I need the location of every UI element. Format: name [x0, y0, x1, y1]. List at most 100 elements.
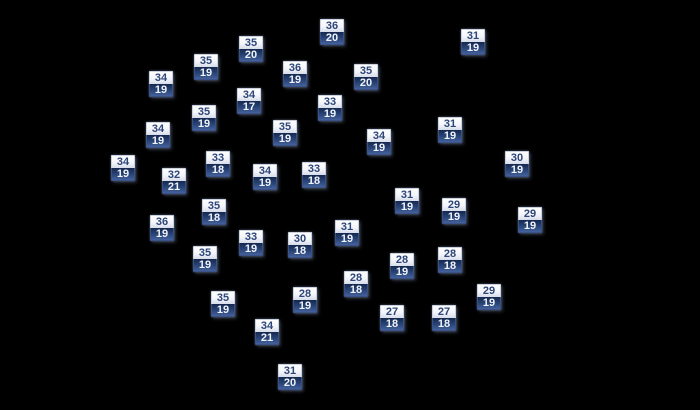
- high-temp-value: 30: [288, 232, 312, 245]
- high-temp-value: 34: [367, 129, 391, 142]
- low-temp-value: 20: [320, 32, 344, 45]
- temperature-label[interactable]: 31 19: [438, 117, 462, 143]
- temperature-label[interactable]: 31 19: [395, 188, 419, 214]
- high-temp-value: 35: [211, 291, 235, 304]
- temperature-label[interactable]: 36 19: [150, 215, 174, 241]
- high-temp-value: 36: [320, 19, 344, 32]
- low-temp-value: 19: [253, 177, 277, 190]
- temperature-label[interactable]: 30 18: [288, 232, 312, 258]
- temperature-label[interactable]: 28 18: [344, 271, 368, 297]
- high-temp-value: 28: [438, 247, 462, 260]
- high-temp-value: 35: [239, 36, 263, 49]
- high-temp-value: 34: [149, 71, 173, 84]
- low-temp-value: 18: [302, 175, 326, 188]
- temperature-label[interactable]: 35 19: [193, 246, 217, 272]
- low-temp-value: 18: [202, 212, 226, 225]
- high-temp-value: 27: [432, 305, 456, 318]
- high-temp-value: 35: [192, 105, 216, 118]
- temperature-label[interactable]: 33 19: [318, 95, 342, 121]
- low-temp-value: 19: [273, 133, 297, 146]
- temperature-label[interactable]: 33 18: [302, 162, 326, 188]
- temperature-label[interactable]: 29 19: [442, 198, 466, 224]
- low-temp-value: 18: [438, 260, 462, 273]
- temperature-label[interactable]: 30 19: [505, 151, 529, 177]
- low-temp-value: 19: [194, 67, 218, 80]
- low-temp-value: 21: [162, 181, 186, 194]
- temperature-label[interactable]: 35 19: [211, 291, 235, 317]
- temperature-label[interactable]: 28 19: [293, 287, 317, 313]
- temperature-label[interactable]: 32 21: [162, 168, 186, 194]
- high-temp-value: 34: [255, 319, 279, 332]
- low-temp-value: 19: [293, 300, 317, 313]
- low-temp-value: 19: [192, 118, 216, 131]
- high-temp-value: 30: [505, 151, 529, 164]
- temperature-label[interactable]: 35 19: [273, 120, 297, 146]
- high-temp-value: 31: [395, 188, 419, 201]
- high-temp-value: 34: [146, 122, 170, 135]
- temperature-label[interactable]: 34 21: [255, 319, 279, 345]
- temperature-label[interactable]: 31 19: [335, 220, 359, 246]
- low-temp-value: 19: [111, 168, 135, 181]
- temperature-label[interactable]: 33 19: [239, 230, 263, 256]
- temperature-label[interactable]: 34 19: [146, 122, 170, 148]
- high-temp-value: 34: [253, 164, 277, 177]
- low-temp-value: 19: [367, 142, 391, 155]
- low-temp-value: 18: [206, 164, 230, 177]
- temperature-label[interactable]: 28 19: [390, 253, 414, 279]
- low-temp-value: 19: [283, 74, 307, 87]
- temperature-label[interactable]: 29 19: [477, 284, 501, 310]
- low-temp-value: 19: [461, 42, 485, 55]
- temperature-label[interactable]: 28 18: [438, 247, 462, 273]
- temperature-label[interactable]: 35 19: [194, 54, 218, 80]
- temperature-label[interactable]: 34 19: [111, 155, 135, 181]
- high-temp-value: 35: [193, 246, 217, 259]
- high-temp-value: 34: [237, 88, 261, 101]
- high-temp-value: 31: [278, 364, 302, 377]
- high-temp-value: 28: [390, 253, 414, 266]
- low-temp-value: 18: [288, 245, 312, 258]
- low-temp-value: 18: [344, 284, 368, 297]
- low-temp-value: 20: [354, 77, 378, 90]
- temperature-label[interactable]: 34 17: [237, 88, 261, 114]
- temperature-label[interactable]: 27 18: [432, 305, 456, 331]
- temperature-label[interactable]: 31 19: [461, 29, 485, 55]
- high-temp-value: 31: [438, 117, 462, 130]
- temperature-label[interactable]: 34 19: [253, 164, 277, 190]
- temperature-label[interactable]: 35 20: [354, 64, 378, 90]
- temperature-label[interactable]: 35 20: [239, 36, 263, 62]
- high-temp-value: 33: [302, 162, 326, 175]
- temperature-label[interactable]: 31 20: [278, 364, 302, 390]
- temperature-label[interactable]: 29 19: [518, 207, 542, 233]
- high-temp-value: 34: [111, 155, 135, 168]
- low-temp-value: 19: [438, 130, 462, 143]
- low-temp-value: 19: [505, 164, 529, 177]
- high-temp-value: 31: [335, 220, 359, 233]
- temperature-label[interactable]: 33 18: [206, 151, 230, 177]
- temperature-label[interactable]: 34 19: [367, 129, 391, 155]
- low-temp-value: 19: [211, 304, 235, 317]
- low-temp-value: 19: [442, 211, 466, 224]
- high-temp-value: 28: [293, 287, 317, 300]
- low-temp-value: 19: [150, 228, 174, 241]
- temperature-label[interactable]: 27 18: [380, 305, 404, 331]
- low-temp-value: 19: [193, 259, 217, 272]
- low-temp-value: 19: [318, 108, 342, 121]
- low-temp-value: 21: [255, 332, 279, 345]
- high-temp-value: 35: [273, 120, 297, 133]
- low-temp-value: 19: [395, 201, 419, 214]
- high-temp-value: 29: [442, 198, 466, 211]
- high-temp-value: 27: [380, 305, 404, 318]
- high-temp-value: 35: [354, 64, 378, 77]
- high-temp-value: 36: [150, 215, 174, 228]
- high-temp-value: 29: [477, 284, 501, 297]
- temperature-label[interactable]: 36 19: [283, 61, 307, 87]
- temperature-label[interactable]: 35 18: [202, 199, 226, 225]
- temperature-label[interactable]: 34 19: [149, 71, 173, 97]
- high-temp-value: 31: [461, 29, 485, 42]
- temperature-label[interactable]: 36 20: [320, 19, 344, 45]
- temperature-label[interactable]: 35 19: [192, 105, 216, 131]
- low-temp-value: 18: [380, 318, 404, 331]
- high-temp-value: 28: [344, 271, 368, 284]
